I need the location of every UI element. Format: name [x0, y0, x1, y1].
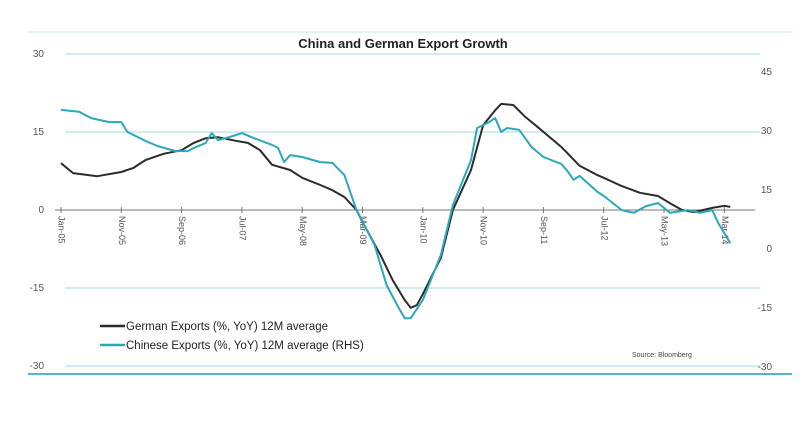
legend-label-chinese: Chinese Exports (%, YoY) 12M average (RH…: [126, 340, 364, 352]
right-tick-label: 45: [761, 67, 773, 78]
left-tick-label: 0: [38, 205, 44, 216]
gridlines: [65, 53, 760, 367]
left-tick-label: -15: [30, 283, 45, 294]
x-tick-label: Mar-14: [720, 216, 730, 245]
german-exports-line: [60, 102, 731, 309]
right-tick-label: 30: [761, 126, 773, 137]
series-lines: [60, 102, 732, 320]
chinese-exports-line: [60, 108, 732, 320]
legend-label-german: German Exports (%, YoY) 12M average: [126, 321, 328, 333]
x-tick-label: Jan-10: [418, 216, 428, 244]
right-axis: 45 30 15 0 -15 -30: [758, 67, 773, 373]
left-tick-label: -30: [30, 361, 45, 372]
chart-title: China and German Export Growth: [298, 36, 508, 51]
x-tick-label: Jul-12: [599, 216, 609, 241]
x-tick-label: Sep-11: [539, 216, 549, 244]
x-tick-label: Sep-06: [177, 216, 187, 245]
legend: German Exports (%, YoY) 12M average Chin…: [100, 321, 364, 352]
right-tick-label: -15: [758, 303, 773, 314]
left-axis: 30 15 0 -15 -30: [30, 49, 45, 372]
x-tick-label: Nov-05: [117, 216, 127, 245]
left-tick-label: 15: [33, 127, 45, 138]
x-tick-label: May-08: [298, 216, 308, 246]
x-tick-label: Jul-07: [238, 216, 248, 241]
x-tick-label: Mar-09: [358, 216, 368, 245]
source-note: Source: Bloomberg: [632, 352, 692, 359]
right-tick-label: -30: [758, 362, 773, 373]
right-tick-label: 15: [761, 185, 773, 196]
x-tick-label: Jan-05: [57, 216, 67, 244]
x-tick-label: May-13: [660, 216, 670, 246]
left-tick-label: 30: [33, 49, 45, 60]
x-tick-label: Nov-10: [479, 216, 489, 245]
right-tick-label: 0: [766, 244, 772, 255]
x-axis: Jan-05 Nov-05 Sep-06 Jul-07 May-08 Mar-09 Jan-…: [55, 207, 755, 246]
